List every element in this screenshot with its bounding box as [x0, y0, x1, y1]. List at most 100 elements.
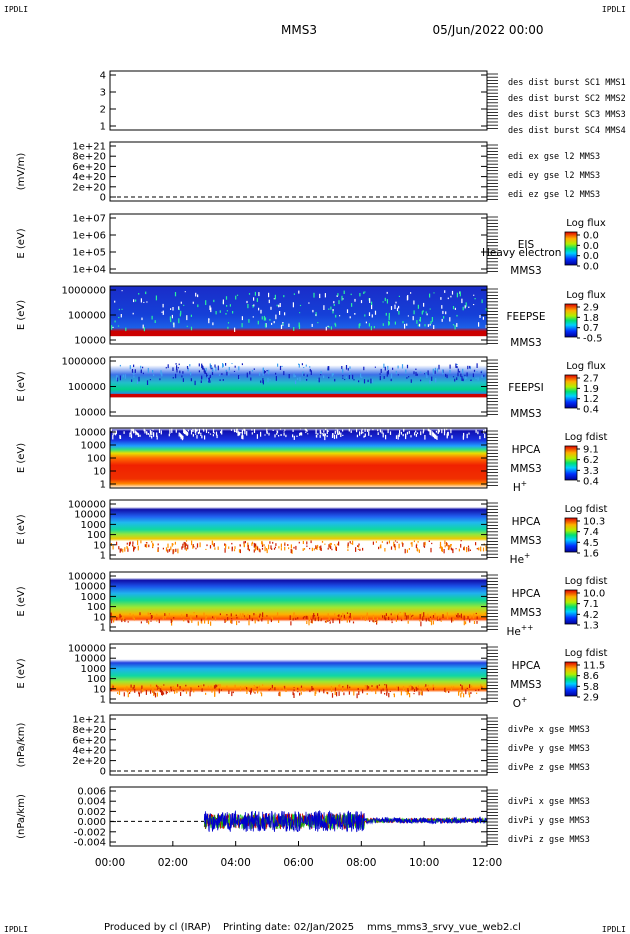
colorbar: [564, 374, 578, 409]
spacecraft-name: MMS3: [510, 679, 541, 691]
y-tick-label: 10000: [74, 428, 106, 439]
colorbar-tick-label: 7.4: [583, 527, 599, 538]
y-tick-label: 0: [100, 767, 106, 778]
y-tick-label: 0: [100, 193, 106, 204]
instrument-name: HPCA: [512, 588, 542, 600]
spectrogram-texture-hpca-hepp: [110, 612, 486, 627]
x-tick-label: 06:00: [283, 857, 313, 869]
y-axis-label: E (eV): [16, 514, 27, 544]
y-tick-label: 1000000: [61, 357, 106, 368]
colorbar: [564, 589, 578, 625]
y-axis-label: E (eV): [16, 586, 27, 616]
panel-frame: [109, 643, 488, 704]
colorbar-tick-label: 1.9: [583, 384, 599, 395]
spectrogram-hpca-h: [110, 428, 487, 488]
colorbar-tick-label: 11.5: [583, 661, 605, 672]
x-tick-label: 00:00: [95, 857, 125, 869]
legend-entry: edi ex gse l2 MMS3: [508, 152, 600, 162]
instrument-name: EIS: [518, 239, 535, 251]
spectrogram-texture-feepsi: [116, 363, 485, 386]
y-tick-label: 10000: [74, 336, 106, 347]
colorbar-tick-label: 9.1: [583, 445, 599, 456]
y-tick-label: 4e+20: [72, 172, 106, 183]
colorbar-title: Log fdist: [565, 432, 608, 443]
legend-entry: des dist burst SC2 MMS2: [508, 94, 626, 104]
y-tick-label: 10000: [74, 408, 106, 419]
y-tick-label: 2e+20: [72, 182, 106, 193]
y-tick-label: 10000: [74, 510, 106, 521]
y-tick-label: 1: [100, 122, 106, 133]
spacecraft-name: MMS3: [510, 408, 541, 420]
y-tick-label: 100000: [68, 311, 106, 322]
y-tick-label: 1e+07: [72, 214, 106, 225]
colorbar: [564, 303, 578, 338]
colorbar-tick-label: 3.3: [583, 466, 599, 477]
y-tick-label: 4: [100, 71, 106, 82]
y-tick-label: 1e+05: [72, 248, 106, 259]
corner-mark-tr: IPDLI: [602, 5, 626, 14]
legend-entry: divPi y gse MMS3: [508, 816, 590, 826]
x-tick-label: 04:00: [221, 857, 251, 869]
y-tick-label: 100000: [68, 572, 106, 583]
y-tick-label: 1: [100, 623, 106, 634]
panel-frame: [109, 141, 488, 202]
colorbar-tick-label: 4.5: [583, 538, 599, 549]
y-tick-label: 6e+20: [72, 735, 106, 746]
colorbar-tick-label: 0.0: [583, 262, 599, 273]
legend-entry: edi ez gse l2 MMS3: [508, 190, 600, 200]
y-tick-label: 100: [87, 674, 106, 685]
legend-entry: divPi x gse MMS3: [508, 797, 590, 807]
y-tick-label: 1e+04: [72, 265, 106, 276]
colorbar-title: Log fdist: [565, 504, 608, 515]
panel-feepse: 1000000 100000 10000 E (eV) FEEPSE MMS3 Log fl…: [16, 285, 606, 349]
y-axis-label: (nPa/km): [16, 794, 27, 839]
x-tick-label: 08:00: [346, 857, 376, 869]
colorbar-tick-label: 1.6: [583, 549, 599, 560]
y-axis-label: (mV/m): [16, 153, 27, 191]
species-label: He++: [507, 623, 534, 638]
y-tick-label: 1e+21: [72, 715, 106, 726]
colorbar-title: Log flux: [566, 290, 606, 301]
y-tick-label: 100000: [68, 382, 106, 393]
instrument-name: HPCA: [512, 444, 542, 456]
colorbar-title: Log fdist: [565, 648, 608, 659]
plot-date: 05/Jun/2022 00:00: [432, 23, 543, 37]
x-tick-label: 02:00: [158, 857, 188, 869]
x-tick-label: 12:00: [472, 857, 502, 869]
colorbar-tick-label: 1.2: [583, 394, 599, 405]
colorbar-tick-label: 2.9: [583, 693, 599, 704]
trace-divpi-z: [203, 810, 487, 833]
colorbar-title: Log fdist: [565, 576, 608, 587]
y-tick-label: 1000: [81, 441, 106, 452]
panel-eis: 1e+07 1e+06 1e+05 1e+04 E (eV) EIS MMS3 Heavy e…: [16, 213, 606, 277]
spectrogram-texture-hpca-h: [110, 428, 486, 441]
y-axis-label: E (eV): [16, 371, 27, 401]
spacecraft-name: MMS3: [510, 337, 541, 349]
y-tick-label: 1000: [81, 592, 106, 603]
footer-produced-by: Produced by cl (IRAP): [104, 922, 211, 933]
colorbar-tick-label: 10.3: [583, 517, 605, 528]
y-tick-label: 0.002: [77, 807, 106, 818]
y-tick-label: 1: [100, 551, 106, 562]
colorbar: [564, 445, 578, 481]
colorbar: [564, 517, 578, 553]
colorbar-tick-label: -0.5: [583, 334, 603, 345]
spacecraft-name: MMS3: [510, 535, 541, 547]
y-tick-label: 4e+20: [72, 746, 106, 757]
y-tick-label: 0.004: [77, 797, 106, 808]
y-tick-label: 10: [93, 612, 106, 623]
y-tick-label: 100000: [68, 500, 106, 511]
y-axis-label: E (eV): [16, 228, 27, 258]
spectrogram-feepse: [110, 286, 487, 344]
colorbar-tick-label: 7.1: [583, 599, 599, 610]
footer-printing-date: Printing date: 02/Jan/2025: [223, 922, 354, 933]
colorbar-tick-label: 0.0: [583, 251, 599, 262]
colorbar-tick-label: 8.6: [583, 671, 599, 682]
spectrogram-hpca-hepp: [110, 572, 487, 631]
colorbar-tick-label: 5.8: [583, 682, 599, 693]
y-tick-label: 100: [87, 602, 106, 613]
instrument-name: HPCA: [512, 660, 542, 672]
